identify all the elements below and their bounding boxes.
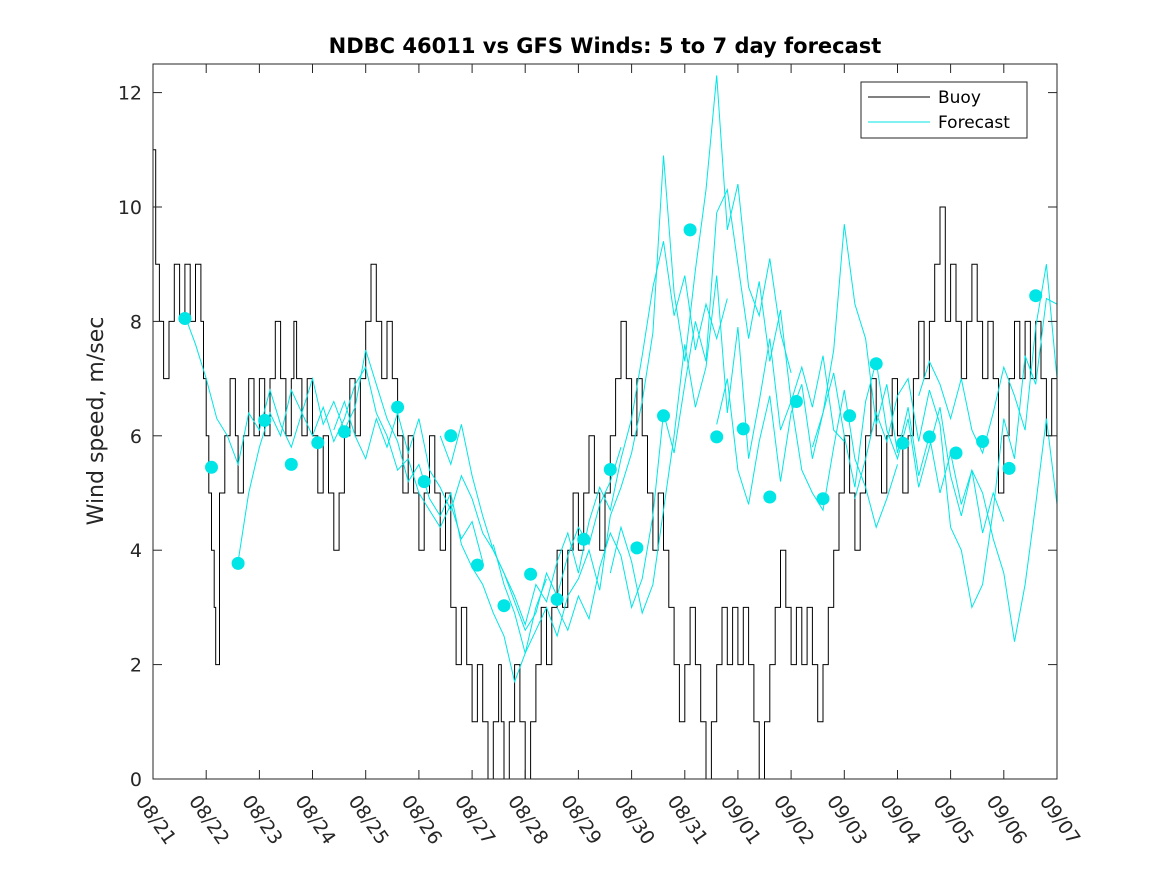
x-tick-label-09/03: 09/03 [822,791,871,848]
forecast-marker-31 [1002,461,1016,475]
x-tick-label-08/22: 08/22 [184,791,233,848]
forecast-marker-11 [470,558,484,572]
forecast-marker-5 [284,457,298,471]
x-tick-label-08/21: 08/21 [131,791,180,848]
forecast-line-4 [439,241,728,627]
x-tick-label-08/30: 08/30 [610,791,659,848]
forecast-line-11 [918,264,1058,455]
forecast-marker-23 [789,395,803,408]
x-tick-label-08/27: 08/27 [450,791,499,848]
forecast-marker-9 [417,475,431,489]
x-tick-label-08/28: 08/28 [503,791,552,848]
forecast-marker-25 [843,409,857,423]
forecast-marker-14 [550,592,564,606]
legend-forecast-label: Forecast [938,113,1010,133]
buoy-series-layer [153,149,1058,780]
forecast-marker-7 [337,425,351,439]
chart-title: NDBC 46011 vs GFS Winds: 5 to 7 day fore… [329,34,882,58]
x-tick-label-09/06: 09/06 [982,791,1031,848]
forecast-marker-18 [657,409,670,423]
forecast-marker-6 [311,436,325,450]
forecast-marker-19 [683,223,697,237]
buoy-line [153,149,1058,780]
legend-box [860,81,1028,139]
forecast-marker-layer [178,223,1043,613]
x-tick-label-09/07: 09/07 [1035,791,1084,848]
forecast-line-5 [492,75,792,655]
forecast-marker-29 [949,446,963,460]
x-tick-labels: 08/21 08/22 08/23 08/24 08/25 08/26 08/27 08/28… [131,791,1084,848]
forecast-marker-22 [763,490,777,504]
forecast-marker-1 [178,312,192,325]
forecast-line-8 [716,224,1005,534]
x-tick-label-09/02: 09/02 [769,791,818,848]
forecast-marker-17 [630,541,644,555]
y-tick-label-8: 8 [130,311,142,333]
forecast-line-9 [811,361,1058,642]
plot-background [153,64,1057,779]
x-tick-label-08/29: 08/29 [556,791,605,848]
forecast-marker-15 [577,532,591,546]
plot-area [152,63,1058,780]
forecast-marker-8 [391,400,405,414]
forecast-line-6 [556,188,845,632]
legend: Buoy Forecast [860,81,1028,139]
forecast-marker-2 [205,460,218,474]
y-tick-label-10: 10 [118,197,142,219]
x-tick-label-09/01: 09/01 [716,791,765,848]
x-tick-label-08/25: 08/25 [344,791,393,848]
y-axis-label: Wind speed, m/sec [84,317,109,526]
forecast-marker-21 [736,422,750,436]
forecast-marker-10 [444,429,458,443]
legend-buoy-label: Buoy [938,88,981,108]
y-tick-label-4: 4 [130,540,142,562]
forecast-marker-12 [497,599,511,613]
x-tick-label-09/05: 09/05 [929,791,978,848]
forecast-marker-30 [976,435,990,448]
y-tick-label-2: 2 [130,655,142,677]
forecast-marker-16 [603,463,617,476]
x-tick-label-08/24: 08/24 [290,791,339,848]
forecast-marker-4 [258,413,272,427]
forecast-marker-24 [816,492,830,506]
forecast-line-7 [609,275,898,615]
forecast-line-3 [333,399,622,632]
forecast-marker-28 [922,430,936,444]
forecast-marker-26 [869,357,883,371]
forecast-marker-32 [1029,289,1043,303]
forecast-marker-3 [231,556,245,570]
y-tick-label-0: 0 [130,769,142,791]
x-tick-label-08/31: 08/31 [663,791,712,848]
forecast-marker-27 [896,436,910,450]
forecast-marker-20 [710,430,724,444]
x-tick-label-08/23: 08/23 [237,791,286,848]
x-tick-label-09/04: 09/04 [875,791,924,848]
y-tick-labels: 0 2 4 6 8 10 12 [118,83,142,791]
y-tick-label-12: 12 [118,83,142,105]
x-tick-label-08/26: 08/26 [397,791,446,848]
y-tick-label-6: 6 [130,426,142,448]
forecast-series-layer [184,75,1058,684]
plot-frame [152,63,1058,780]
forecast-line-10 [854,297,1058,610]
forecast-marker-13 [524,567,538,581]
forecast-line-1 [184,315,484,562]
axis-ticks [152,64,1058,780]
